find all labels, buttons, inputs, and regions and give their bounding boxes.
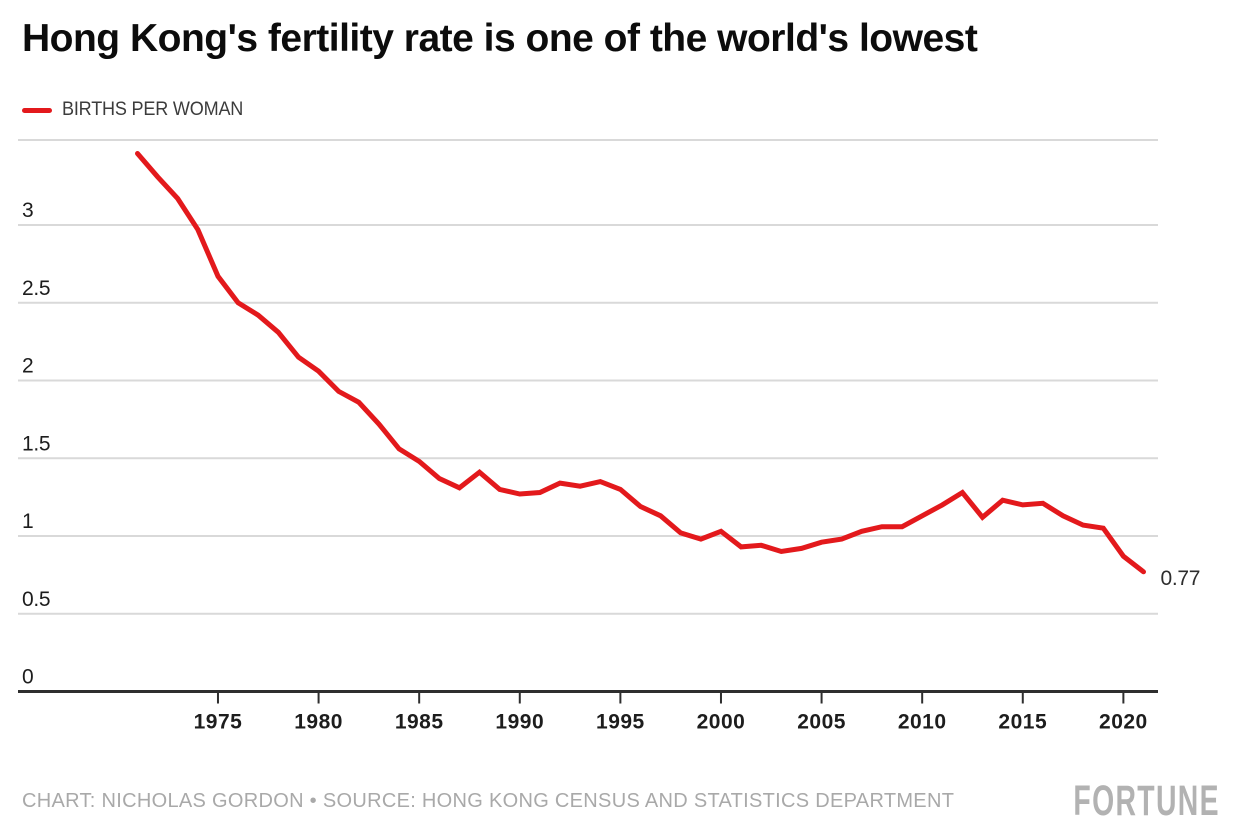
- y-tick-label: 0: [22, 666, 33, 689]
- fortune-logo: FORTUNE: [1073, 777, 1220, 825]
- y-tick-label: 1.5: [22, 432, 50, 455]
- x-tick-label: 2005: [797, 711, 846, 734]
- x-tick-label: 2015: [998, 711, 1047, 734]
- x-tick-label: 1990: [495, 711, 544, 734]
- y-tick-label: 0.5: [22, 588, 50, 611]
- chart-footer: CHART: NICHOLAS GORDON • SOURCE: HONG KO…: [22, 778, 1220, 823]
- x-tick-label: 1980: [294, 711, 343, 734]
- series-line: [135, 151, 1146, 575]
- footer-credit: CHART: NICHOLAS GORDON • SOURCE: HONG KO…: [22, 790, 955, 812]
- y-tick-label: 2: [22, 355, 33, 378]
- x-tick-label: 1995: [596, 711, 645, 734]
- x-tick-label: 2000: [697, 711, 746, 734]
- legend: BIRTHS PER WOMAN: [22, 99, 253, 121]
- x-tick-label: 2010: [898, 711, 947, 734]
- x-tick-label: 1985: [395, 711, 444, 734]
- end-value-label: 0.77: [1161, 567, 1201, 590]
- y-tick-label: 3: [22, 199, 33, 222]
- x-tick-label: 2020: [1099, 711, 1148, 734]
- y-tick-label: 2.5: [22, 277, 50, 300]
- legend-line-swatch-icon: [22, 107, 52, 113]
- legend-label: BIRTHS PER WOMAN: [62, 99, 244, 120]
- x-tick-label: 1975: [194, 711, 243, 734]
- chart-title: Hong Kong's fertility rate is one of the…: [22, 17, 978, 60]
- y-tick-label: 1: [22, 510, 33, 533]
